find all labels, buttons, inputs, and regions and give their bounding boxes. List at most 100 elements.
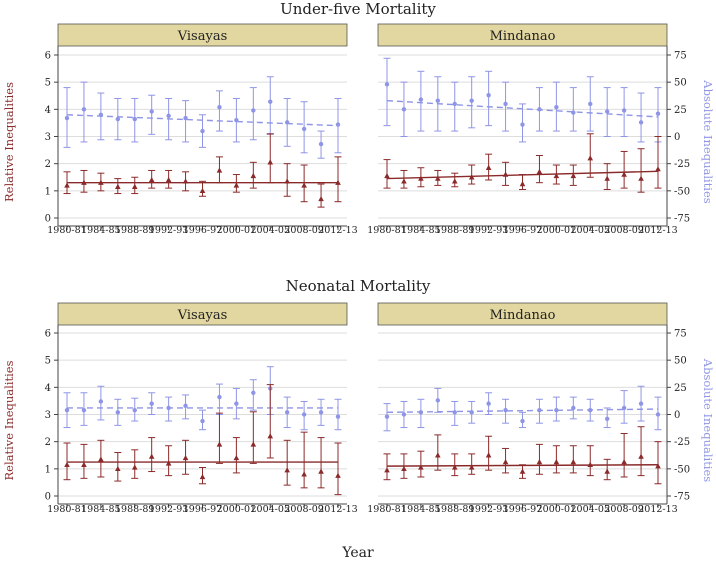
- x-axis-label: Year: [341, 545, 374, 561]
- x-tick-label-c1-p0-8: 2012-13: [318, 504, 357, 515]
- x-tick-label-c1-p1-3: 1992-93: [469, 504, 508, 515]
- y-right-tick-label-c1-p1-6: 75: [674, 329, 687, 340]
- abs-point-c0-p0-12: [268, 99, 273, 104]
- rel-point-c1-p1-10: [553, 459, 560, 465]
- x-tick-label-c1-p0-7: 2008-09: [284, 504, 323, 515]
- x-tick-label-c1-p0-2: 1988-89: [115, 504, 154, 515]
- rel-point-c0-p0-11: [250, 172, 257, 179]
- rel-point-c0-p0-3: [115, 183, 121, 189]
- abs-point-c0-p1-14: [621, 108, 627, 113]
- rel-point-c1-p0-13: [284, 467, 290, 473]
- x-tick-label-c0-p0-2: 1988-89: [115, 225, 154, 236]
- rel-point-c0-p0-14: [301, 182, 307, 188]
- x-tick-label-c0-p0-3: 1992-93: [149, 225, 188, 236]
- x-tick-label-c1-p1-4: 1996-97: [503, 504, 542, 515]
- x-tick-label-c0-p1-6: 2004-05: [571, 225, 610, 236]
- abs-point-c1-p0-7: [183, 403, 188, 409]
- x-tick-label-c0-p1-3: 1992-93: [469, 225, 508, 236]
- abs-point-c1-p0-3: [115, 410, 121, 415]
- abs-point-c0-p1-3: [435, 98, 441, 103]
- abs-point-c0-p1-16: [655, 111, 661, 116]
- y-right-tick-label-c0-p1-4: 25: [674, 105, 687, 116]
- abs-point-c1-p1-6: [486, 401, 491, 406]
- rel-point-c1-p0-15: [318, 468, 324, 474]
- rel-point-c1-p1-13: [604, 468, 610, 474]
- abs-point-c1-p0-8: [200, 418, 205, 424]
- y-right-tick-label-c0-p1-0: -75: [674, 214, 690, 225]
- abs-point-c1-p0-1: [81, 407, 87, 413]
- y-right-tick-label-c1-p1-5: 50: [674, 356, 687, 367]
- abs-point-c0-p1-15: [638, 120, 644, 125]
- y-right-tick-label-c0-p1-5: 50: [674, 78, 687, 89]
- rel-point-c1-p0-1: [81, 461, 87, 467]
- rel-point-c0-p1-8: [519, 181, 526, 187]
- rel-point-c0-p1-1: [401, 178, 407, 184]
- rel-point-c0-p1-15: [638, 175, 644, 181]
- rel-point-c0-p0-0: [64, 182, 70, 188]
- abs-point-c0-p1-13: [604, 109, 610, 114]
- y-right-tick-label-c0-p1-3: 0: [674, 132, 680, 143]
- rel-point-c0-p0-4: [131, 183, 138, 189]
- y-left-tick-label-c1-p0-3: 3: [45, 410, 51, 421]
- y-right-tick-label-c0-p1-1: -50: [674, 186, 690, 197]
- y-right-tick-label-c0-p1-6: 75: [674, 51, 687, 62]
- rel-point-c1-p1-9: [536, 459, 543, 465]
- y-right-title-row-1: Absolute Inequalities: [701, 358, 715, 482]
- abs-point-c0-p1-8: [520, 122, 525, 127]
- abs-point-c0-p0-0: [64, 115, 70, 121]
- abs-point-c1-p1-7: [503, 407, 508, 413]
- rel-point-c0-p0-8: [199, 187, 206, 194]
- rel-point-c1-p0-10: [233, 454, 240, 461]
- abs-point-c1-p0-14: [301, 412, 307, 417]
- abs-point-c0-p0-8: [200, 128, 205, 134]
- y-right-tick-label-c1-p1-1: -50: [674, 464, 690, 475]
- rel-point-c0-p0-12: [267, 159, 274, 165]
- rel-point-c0-p1-13: [604, 175, 610, 181]
- y-left-tick-label-c1-p0-0: 0: [45, 492, 51, 503]
- abs-point-c1-p1-15: [638, 401, 644, 406]
- rel-point-c0-p1-9: [536, 168, 543, 175]
- x-tick-label-c1-p0-6: 2004-05: [251, 504, 290, 515]
- rel-point-c1-p0-8: [199, 473, 206, 480]
- y-left-title-row-0: Relative Inequalities: [2, 82, 16, 202]
- x-tick-label-c0-p0-0: 1980-81: [47, 225, 86, 236]
- rel-trend-c1-p1: [386, 464, 659, 467]
- abs-point-c1-p1-10: [554, 407, 559, 413]
- abs-point-c0-p1-5: [469, 98, 474, 103]
- rel-point-c1-p0-6: [165, 460, 172, 466]
- rel-point-c0-p1-6: [485, 164, 492, 170]
- abs-point-c1-p1-11: [571, 405, 576, 411]
- abs-point-c1-p1-14: [621, 405, 627, 411]
- x-tick-label-c1-p1-0: 1980-81: [367, 504, 406, 515]
- rel-point-c0-p0-6: [165, 176, 172, 183]
- rel-point-c1-p1-16: [655, 463, 661, 469]
- rel-point-c0-p1-12: [587, 155, 594, 161]
- y-left-tick-label-c0-p0-6: 6: [45, 51, 51, 62]
- rel-point-c0-p1-16: [655, 166, 661, 172]
- x-tick-label-c0-p1-2: 1988-89: [435, 225, 474, 236]
- panel-title-c0-p0: Visayas: [177, 29, 228, 44]
- y-left-tick-label-c1-p0-2: 2: [45, 437, 51, 448]
- y-left-tick-label-c0-p0-4: 4: [45, 105, 51, 116]
- y-left-tick-label-c0-p0-0: 0: [45, 214, 51, 225]
- rel-point-c1-p1-8: [519, 468, 526, 474]
- rel-point-c1-p0-2: [98, 456, 104, 462]
- y-left-tick-label-c1-p0-1: 1: [45, 464, 51, 475]
- y-right-tick-label-c1-p1-0: -75: [674, 492, 690, 503]
- rel-point-c1-p0-12: [267, 433, 274, 439]
- abs-point-c1-p0-0: [64, 407, 70, 413]
- abs-point-c1-p0-13: [284, 410, 290, 415]
- abs-point-c1-p0-5: [149, 401, 154, 406]
- rel-point-c1-p1-6: [485, 452, 492, 458]
- x-tick-label-c1-p0-3: 1992-93: [149, 504, 188, 515]
- x-tick-label-c0-p0-7: 2008-09: [284, 225, 323, 236]
- x-tick-label-c1-p1-6: 2004-05: [571, 504, 610, 515]
- abs-point-c1-p0-9: [217, 394, 222, 400]
- rel-point-c0-p1-3: [435, 175, 441, 181]
- abs-point-c0-p1-2: [418, 97, 424, 102]
- x-tick-label-c0-p0-8: 2012-13: [318, 225, 357, 236]
- abs-trend-c0-p0: [66, 114, 339, 127]
- abs-point-c1-p1-0: [384, 414, 390, 419]
